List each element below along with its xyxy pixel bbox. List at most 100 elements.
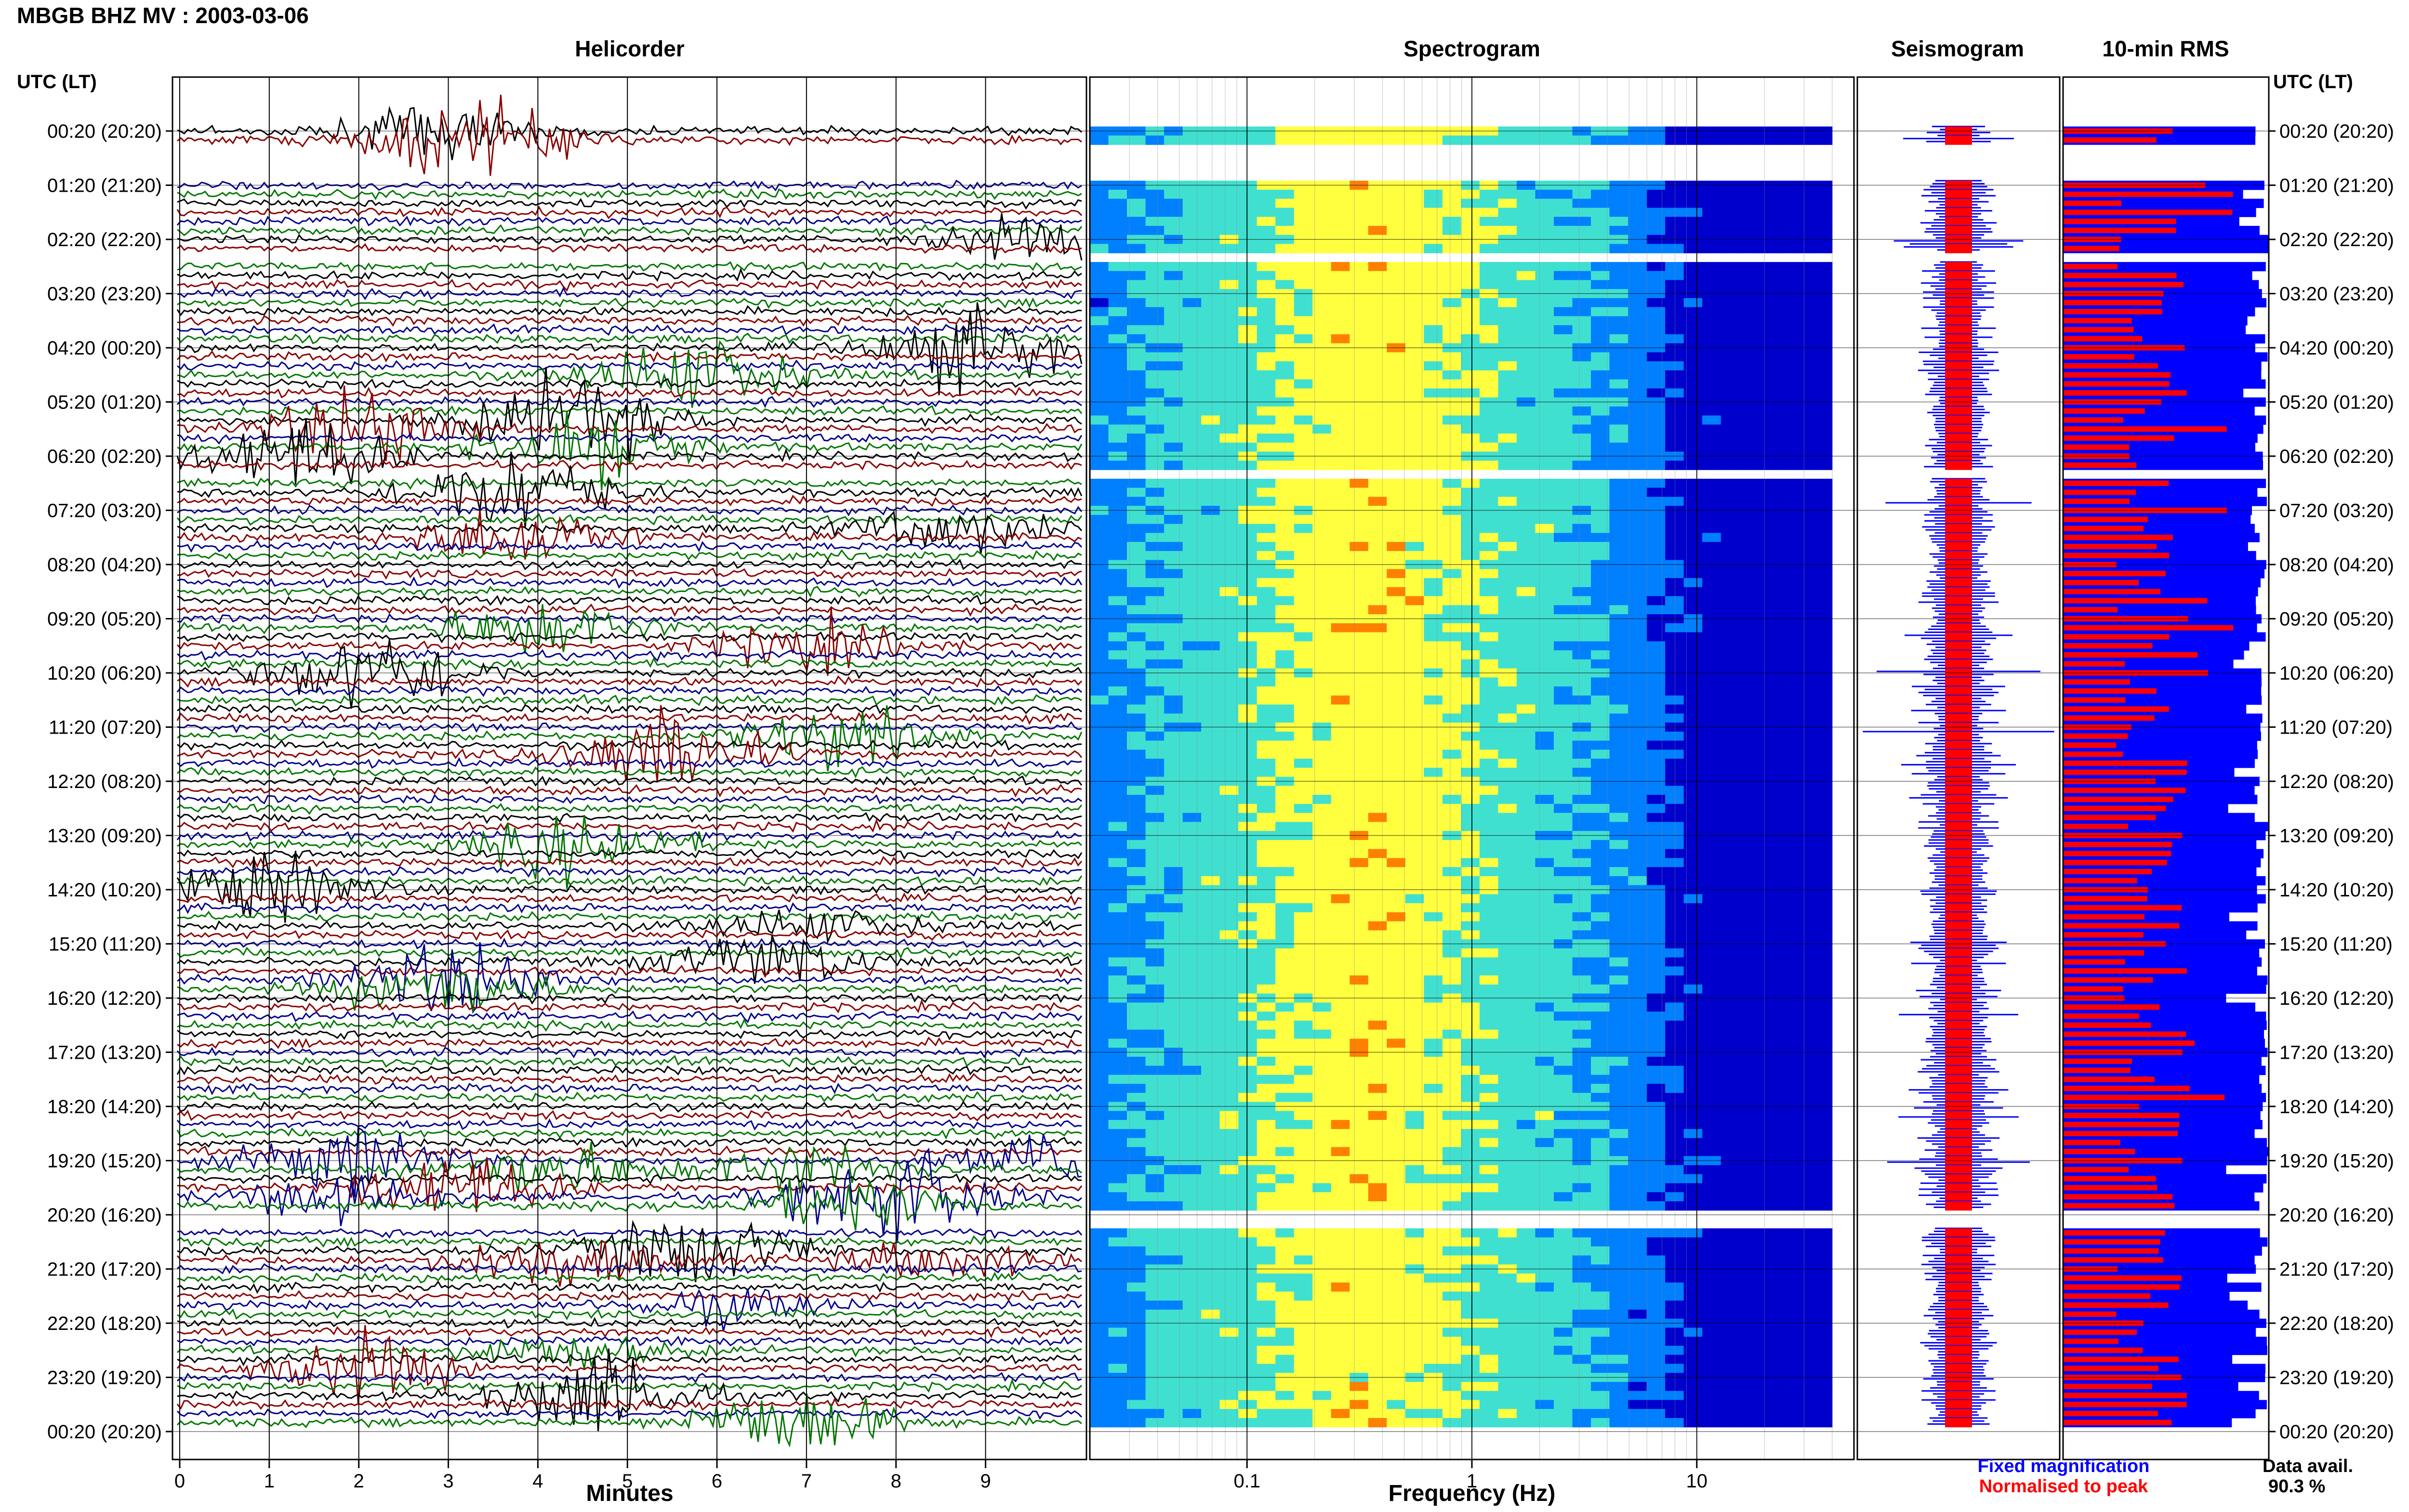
spectrogram-cell (1090, 984, 1109, 994)
spectrogram-cell (1312, 876, 1332, 886)
spectrogram-cell (1795, 217, 1814, 226)
spectrogram-cell (1331, 1255, 1350, 1265)
spectrogram-cell (1127, 533, 1146, 542)
spectrogram-cell (1554, 578, 1573, 588)
spectrogram-cell (1628, 514, 1647, 525)
spectrogram-cell (1628, 434, 1647, 443)
spectrogram-cell (1387, 1246, 1406, 1256)
spectrogram-cell (1145, 957, 1165, 967)
spectrogram-cell (1275, 1228, 1295, 1238)
spectrogram-cell (1758, 524, 1777, 533)
spectrogram-cell (1646, 316, 1666, 326)
spectrogram-cell (1572, 641, 1591, 651)
spectrogram-cell (1145, 822, 1165, 831)
spectrogram-cell (1405, 388, 1425, 398)
spectrogram-cell (1795, 605, 1814, 615)
spectrogram-cell (1387, 921, 1406, 931)
spectrogram-cell (1702, 1201, 1721, 1211)
spectrogram-cell (1257, 1056, 1276, 1066)
spectrogram-cell (1238, 623, 1257, 633)
spectrogram-cell (1739, 370, 1759, 380)
spectrogram-cell (1479, 650, 1499, 660)
spectrogram-cell (1758, 551, 1777, 561)
spectrogram-cell (1257, 244, 1276, 253)
spectrogram-cell (1145, 903, 1165, 913)
spectrogram-cell (1182, 406, 1202, 416)
spectrogram-cell (1424, 208, 1443, 217)
spectrogram-cell (1201, 1092, 1220, 1103)
spectrogram-cell (1090, 704, 1109, 714)
spectrogram-cell (1312, 749, 1332, 759)
spectrogram-cell (1312, 912, 1332, 922)
spectrogram-cell (1795, 1056, 1814, 1066)
spectrogram-cell (1424, 1039, 1443, 1048)
spectrogram-cell (1739, 713, 1759, 723)
spectrogram-cell (1628, 524, 1647, 533)
spectrogram-cell (1182, 822, 1202, 831)
spectrogram-cell (1739, 225, 1759, 236)
spectrogram-cell (1702, 334, 1721, 344)
spectrogram-cell (1609, 1138, 1628, 1147)
spectrogram-cell (1312, 533, 1332, 542)
spectrogram-cell (1535, 225, 1554, 236)
spectrogram-cell (1628, 1002, 1647, 1012)
helicorder-trace (177, 576, 1083, 589)
spectrogram-cell (1535, 1084, 1554, 1093)
spectrogram-cell (1628, 542, 1647, 552)
spectrogram-cell (1201, 198, 1220, 208)
spectrogram-cell (1461, 460, 1480, 470)
spectrogram-cell (1108, 966, 1127, 976)
spectrogram-cell (1238, 325, 1257, 335)
spectrogram-cell (1609, 912, 1628, 922)
spectrogram-cell (1776, 1255, 1796, 1265)
spectrogram-cell (1813, 334, 1833, 344)
spectrogram-cell (1721, 1282, 1740, 1292)
spectrogram-cell (1405, 1138, 1425, 1147)
spectrogram-cell (1795, 731, 1814, 741)
spectrogram-cell (1275, 1255, 1295, 1265)
spectrogram-cell (1275, 352, 1295, 362)
spectrogram-cell (1127, 524, 1146, 533)
spectrogram-cell (1702, 1075, 1721, 1084)
spectrogram-cell (1795, 966, 1814, 976)
spectrogram-cell (1331, 280, 1350, 289)
spectrogram-cell (1424, 487, 1443, 497)
spectrogram-cell (1275, 497, 1295, 506)
spectrogram-cell (1554, 867, 1573, 877)
spectrogram-cell (1127, 1129, 1146, 1139)
spectrogram-cell (1498, 1002, 1517, 1012)
spectrogram-cell (1145, 1111, 1165, 1120)
spectrogram-cell (1591, 1165, 1610, 1175)
spectrogram-cell (1813, 497, 1833, 506)
spectrogram-cell (1609, 415, 1628, 425)
spectrogram-cell (1331, 975, 1350, 985)
spectrogram-cell (1387, 208, 1406, 217)
spectrogram-cell (1702, 767, 1721, 777)
spectrogram-cell (1238, 1039, 1257, 1048)
spectrogram-cell (1609, 840, 1628, 850)
spectrogram-cell (1591, 217, 1610, 226)
spectrogram-cell (1387, 1120, 1406, 1130)
spectrogram-cell (1535, 695, 1554, 705)
spectrogram-cell (1424, 1075, 1443, 1084)
spectrogram-cell (1164, 1039, 1183, 1048)
spectrogram-cell (1683, 316, 1703, 326)
spectrogram-cell (1721, 1201, 1740, 1211)
spectrogram-cell (1665, 271, 1684, 280)
spectrogram-cell (1628, 813, 1647, 822)
spectrogram-cell (1479, 442, 1499, 452)
spectrogram-cell (1182, 370, 1202, 380)
spectrogram-cell (1758, 415, 1777, 425)
spectrogram-cell (1813, 912, 1833, 922)
spectrogram-cell (1498, 1282, 1517, 1292)
spectrogram-cell (1182, 442, 1202, 452)
helicorder-trace (177, 1308, 1083, 1321)
spectrogram-cell (1238, 695, 1257, 705)
spectrogram-cell (1090, 1291, 1109, 1301)
spectrogram-cell (1516, 803, 1536, 814)
spectrogram-cell (1665, 415, 1684, 425)
spectrogram-cell (1108, 795, 1127, 804)
spectrogram-cell (1331, 1192, 1350, 1202)
spectrogram-cell (1739, 514, 1759, 525)
spectrogram-cell (1294, 1020, 1313, 1030)
